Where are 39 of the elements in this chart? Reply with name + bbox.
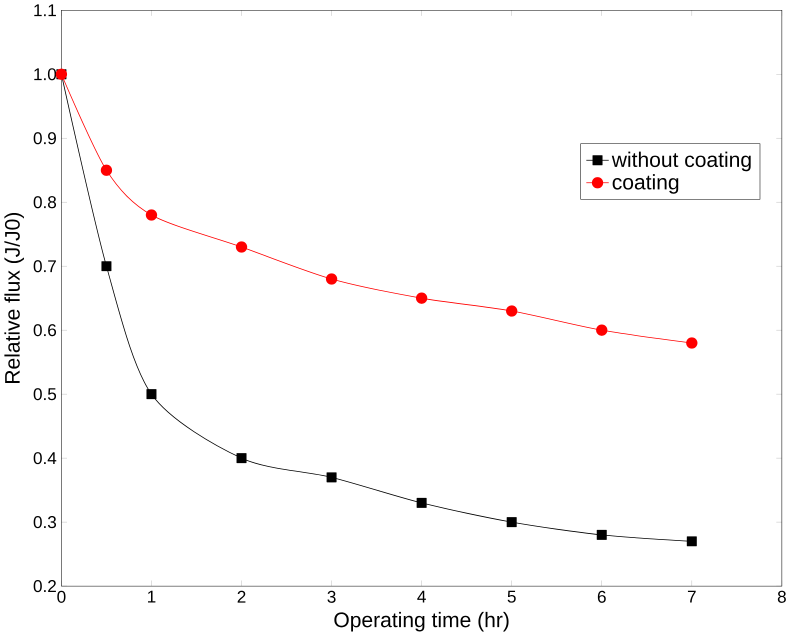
point xyxy=(236,453,247,464)
x-tick-label: 5 xyxy=(508,590,516,603)
point xyxy=(146,209,158,221)
point xyxy=(236,241,248,253)
x-tick-label: 4 xyxy=(417,590,426,603)
point xyxy=(146,389,156,400)
y-tick-label: 0.8 xyxy=(34,196,56,208)
y-tick-label: 0.5 xyxy=(34,388,56,400)
x-tick-label: 2 xyxy=(238,590,246,603)
y-axis-title: Relative flux (J/J0) xyxy=(4,213,24,384)
point xyxy=(326,472,337,482)
point xyxy=(506,305,518,317)
point xyxy=(506,517,517,528)
x-tick-label: 8 xyxy=(778,590,786,603)
point xyxy=(416,498,427,508)
point xyxy=(596,324,608,336)
y-tick-label: 1.0 xyxy=(34,68,56,80)
y-tick-label: 0.2 xyxy=(34,580,56,592)
x-tick-label: 1 xyxy=(148,590,156,603)
point xyxy=(686,337,698,349)
point xyxy=(100,164,112,176)
x-tick-label: 6 xyxy=(598,590,606,603)
y-tick-label: 0.7 xyxy=(34,260,56,272)
point xyxy=(326,273,338,285)
x-tick-label: 3 xyxy=(327,590,336,603)
x-tick-label: 0 xyxy=(57,590,66,603)
legend-label: without coating xyxy=(612,152,751,172)
x-tick-label: 7 xyxy=(688,590,696,603)
legend-label: coating xyxy=(612,174,678,194)
point xyxy=(416,292,428,304)
y-tick-label: 0.9 xyxy=(34,132,56,144)
y-tick-label: 0.6 xyxy=(34,324,56,336)
x-axis-title: Operating time (hr) xyxy=(334,612,509,632)
y-tick-label: 1.1 xyxy=(34,4,56,16)
point xyxy=(596,530,607,540)
point xyxy=(686,536,697,546)
y-tick-label: 0.4 xyxy=(34,452,56,464)
point xyxy=(101,261,112,272)
y-tick-label: 0.3 xyxy=(34,516,56,528)
